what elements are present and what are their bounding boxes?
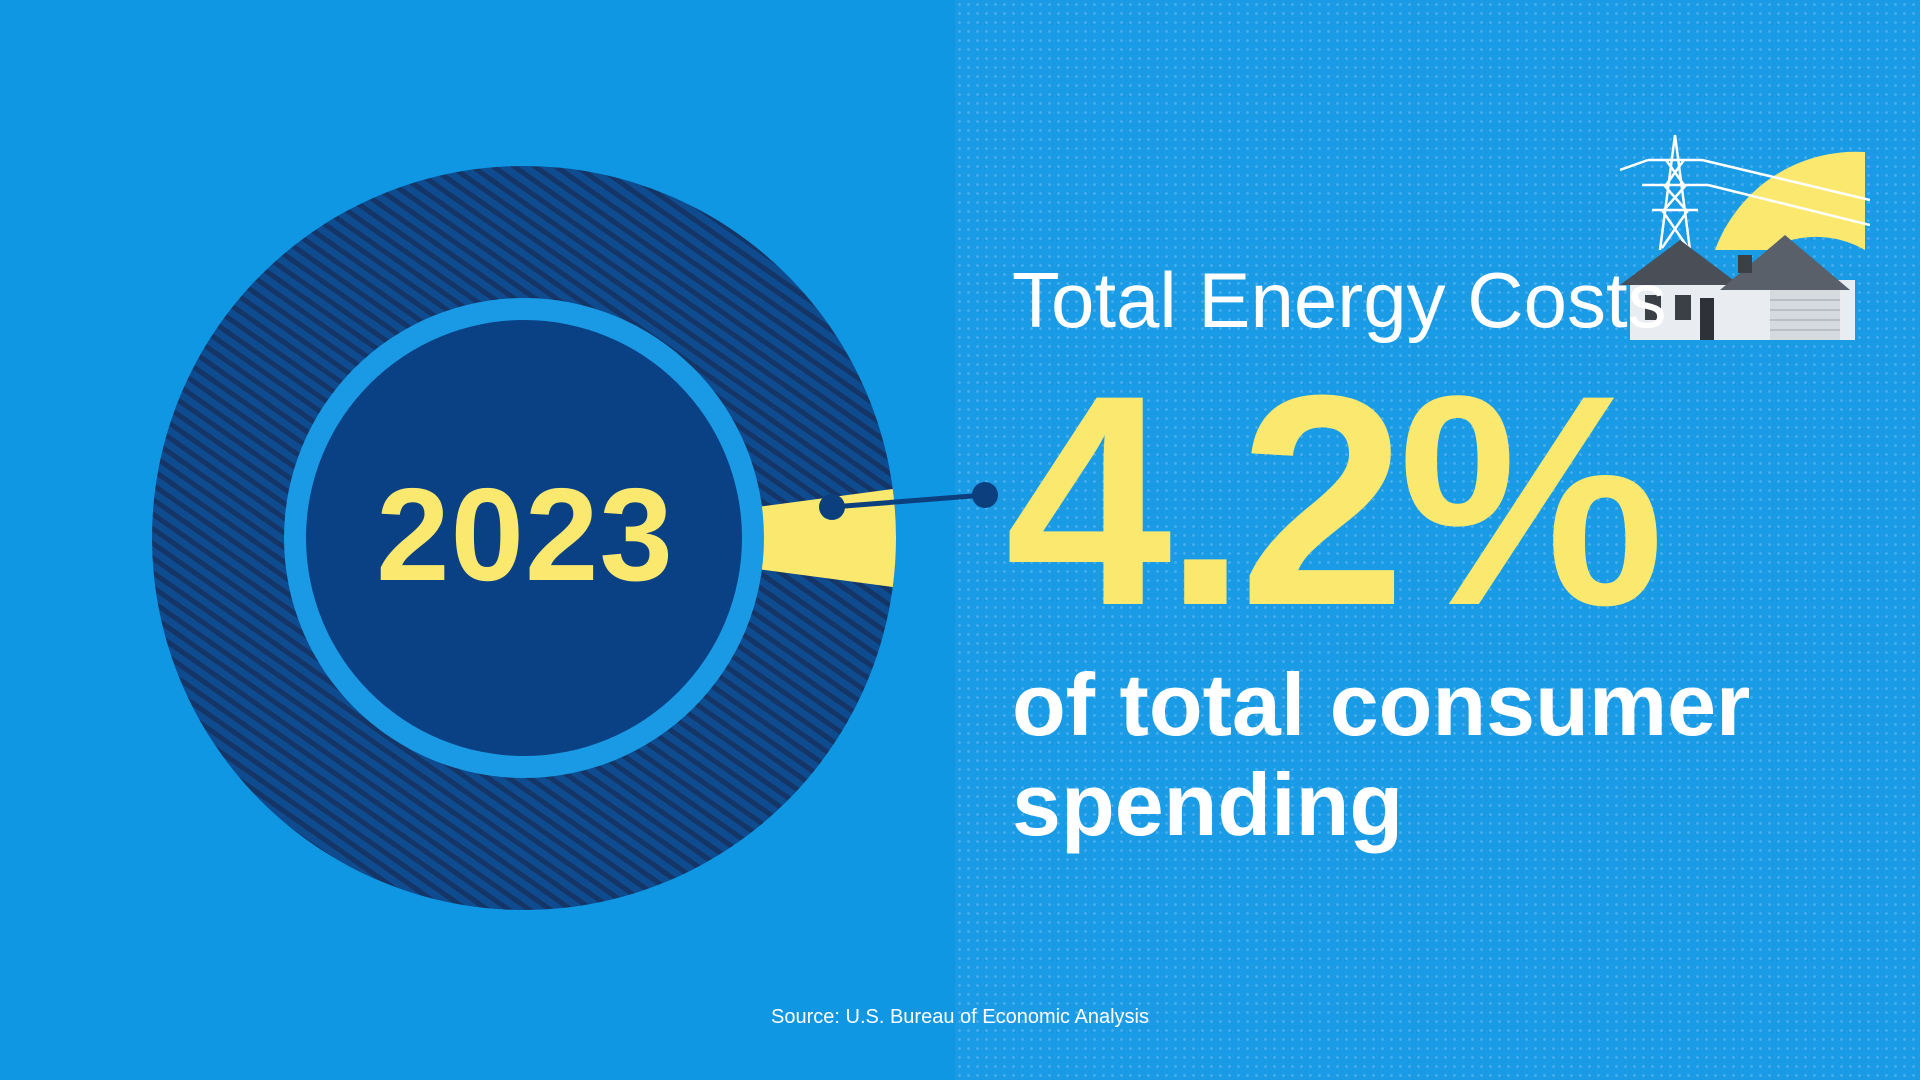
- connector-end-dot: [972, 482, 998, 508]
- source-note: Source: U.S. Bureau of Economic Analysis: [771, 1006, 1149, 1028]
- donut-center-year: 2023: [376, 461, 674, 608]
- house-icon: [1620, 235, 1855, 340]
- highlight-percentage: 4.2%: [1005, 332, 1665, 668]
- dotted-background-panel: [955, 0, 1920, 1080]
- house-and-power-illustration: [1620, 134, 1870, 340]
- highlight-caption: of total consumer spending: [1012, 655, 1751, 854]
- connector-line: [829, 492, 988, 510]
- donut-slice-energy: [740, 489, 896, 587]
- connector-start-dot: [819, 494, 845, 520]
- donut-center: [306, 320, 742, 756]
- transmission-tower-icon: [1620, 134, 1870, 251]
- chart-title: Total Energy Costs: [1012, 256, 1667, 344]
- sun-arc-icon: [1715, 151, 1865, 250]
